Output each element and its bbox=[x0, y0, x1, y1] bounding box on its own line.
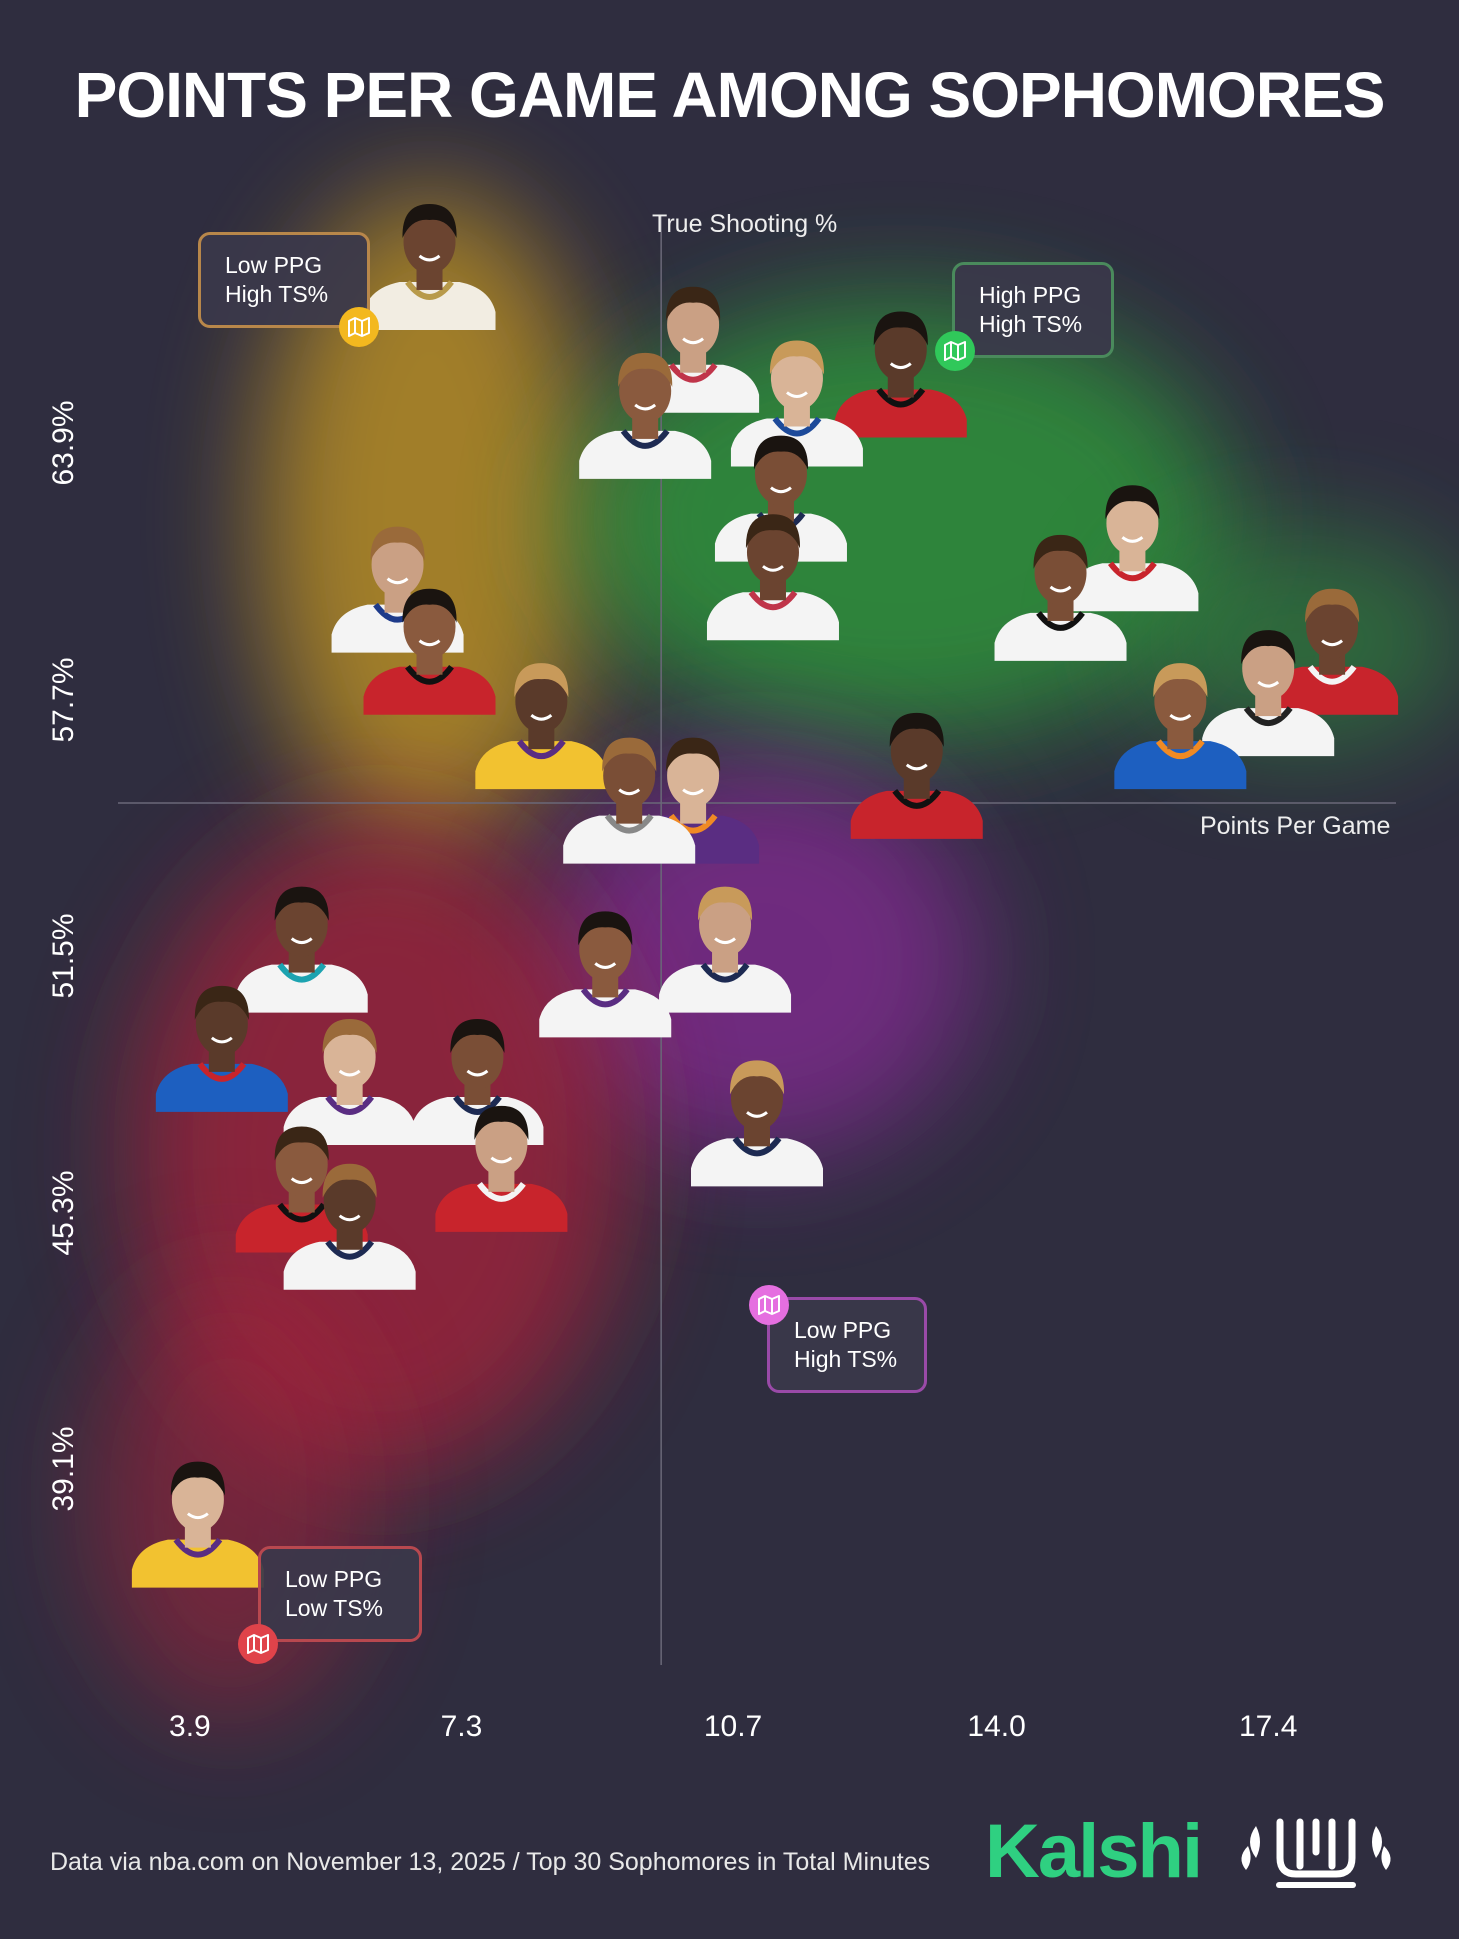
player-marker bbox=[691, 1060, 823, 1187]
y-tick-label: 63.9% bbox=[47, 400, 80, 486]
player-marker bbox=[283, 1163, 416, 1290]
map-icon bbox=[339, 307, 379, 347]
map-icon bbox=[935, 331, 975, 371]
player-marker bbox=[131, 1461, 264, 1588]
player-marker bbox=[1066, 485, 1199, 612]
quadrant-label-top-right: High PPG High TS% bbox=[952, 262, 1114, 358]
player-marker bbox=[363, 203, 496, 330]
player-marker bbox=[579, 352, 712, 479]
x-tick-label: 7.3 bbox=[440, 1710, 483, 1743]
x-tick-label: 17.4 bbox=[1238, 1710, 1298, 1743]
player-marker bbox=[1266, 588, 1399, 715]
player-marker bbox=[659, 886, 792, 1013]
x-tick-label: 3.9 bbox=[169, 1710, 211, 1743]
y-tick-label: 45.3% bbox=[47, 1169, 80, 1256]
x-tick-label: 10.7 bbox=[703, 1710, 763, 1743]
player-marker bbox=[706, 514, 839, 641]
glow-blob bbox=[260, 190, 600, 850]
glow-blob bbox=[90, 1280, 370, 1720]
quadrant-label-bottom-left: Low PPG Low TS% bbox=[258, 1546, 422, 1642]
player-marker bbox=[235, 886, 368, 1013]
player-marker bbox=[475, 663, 608, 790]
player-marker bbox=[155, 985, 288, 1112]
player-marker bbox=[994, 534, 1127, 661]
player-marker bbox=[850, 712, 983, 839]
quadrant-label-bottom-right: Low PPG High TS% bbox=[767, 1297, 927, 1393]
brand-logo: Kalshi bbox=[985, 1809, 1203, 1894]
y-tick-label: 51.5% bbox=[47, 913, 80, 999]
map-icon bbox=[238, 1624, 278, 1664]
quadrant-label-top-left: Low PPG High TS% bbox=[198, 232, 370, 328]
player-marker bbox=[435, 1105, 568, 1232]
player-points bbox=[131, 203, 1399, 1588]
x-tick-label: 14.0 bbox=[967, 1710, 1026, 1743]
y-tick-label: 57.7% bbox=[47, 657, 80, 743]
player-marker bbox=[1114, 663, 1247, 790]
player-marker bbox=[539, 911, 672, 1038]
source-note: Data via nba.com on November 13, 2025 / … bbox=[50, 1848, 931, 1876]
page-title: POINTS PER GAME AMONG SOPHOMORES bbox=[74, 59, 1386, 131]
y-tick-label: 39.1% bbox=[47, 1426, 80, 1512]
y-axis-label: True Shooting % bbox=[652, 210, 838, 238]
player-marker bbox=[363, 588, 496, 715]
player-marker bbox=[1202, 630, 1335, 757]
player-marker bbox=[563, 737, 696, 864]
map-icon bbox=[749, 1285, 789, 1325]
league-crest-icon bbox=[1241, 1818, 1391, 1888]
x-axis-label: Points Per Game bbox=[1200, 812, 1391, 840]
player-marker bbox=[834, 311, 967, 438]
